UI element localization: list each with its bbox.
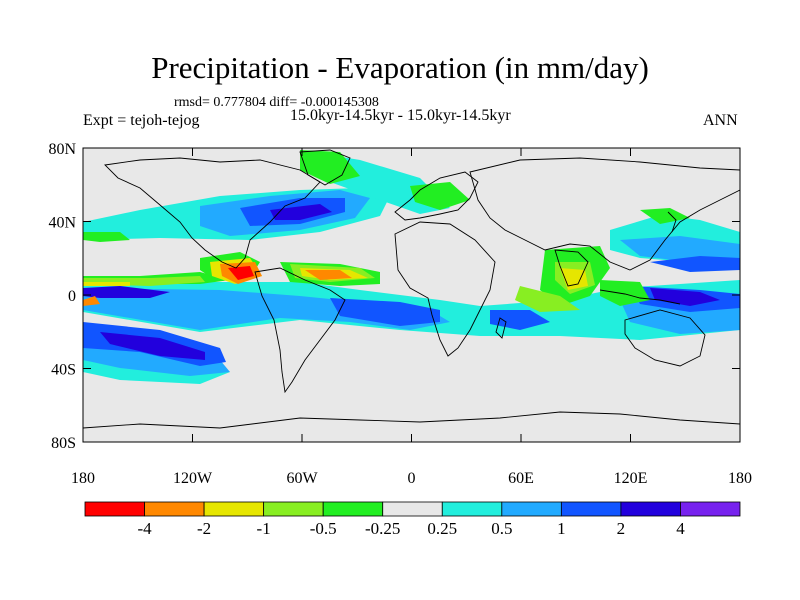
colorbar-swatch	[620, 501, 681, 517]
lat-tick-label: 40S	[51, 362, 76, 379]
experiment-label: Expt = tejoh-tejog	[83, 112, 200, 129]
latitude-axis: 80N 40N 0 40S 80S	[48, 141, 740, 452]
coastlines	[83, 149, 740, 429]
contour-fields	[83, 150, 740, 384]
stats-label: rmsd= 0.777804 diff= -0.000145308	[174, 95, 379, 110]
colorbar-swatch	[144, 501, 205, 517]
lon-tick-label: 120E	[614, 470, 648, 487]
lat-tick-label: 80S	[51, 435, 76, 452]
colorbar-label: 0.5	[491, 519, 512, 538]
colorbar-label: 0.25	[427, 519, 457, 538]
longitude-axis: 180 120W 60W 0 60E 120E 180	[71, 148, 752, 487]
lon-tick-label: 120W	[173, 470, 213, 487]
colorbar-label: -2	[197, 519, 211, 538]
colorbar-label: -0.25	[365, 519, 400, 538]
colorbar-label: -4	[137, 519, 152, 538]
colorbar-swatch	[84, 501, 145, 517]
colorbar-swatch	[441, 501, 503, 517]
lon-tick-label: 180	[71, 470, 95, 487]
map-plot-area	[83, 148, 740, 442]
lat-tick-label: 80N	[48, 141, 76, 158]
period-label: 15.0kyr-14.5kyr - 15.0kyr-14.5kyr	[290, 107, 511, 124]
colorbar-label: -0.5	[310, 519, 337, 538]
lon-tick-label: 0	[408, 470, 416, 487]
lat-tick-label: 40N	[48, 215, 76, 232]
colorbar-label: -1	[257, 519, 271, 538]
colorbar-swatch	[263, 501, 324, 517]
season-label: ANN	[703, 112, 738, 129]
lon-tick-label: 180	[728, 470, 752, 487]
colorbar-swatch	[680, 501, 741, 517]
colorbar-swatch	[560, 501, 622, 517]
lon-tick-label: 60W	[286, 470, 318, 487]
lat-tick-label: 0	[68, 288, 76, 305]
colorbar-label: 2	[617, 519, 626, 538]
colorbar-label: 1	[557, 519, 566, 538]
colorbar-label: 4	[676, 519, 685, 538]
colorbar-swatch	[382, 501, 443, 517]
colorbar-swatch	[322, 501, 384, 517]
colorbar-swatch	[501, 501, 562, 517]
lon-tick-label: 60E	[508, 470, 534, 487]
colorbar: -4 -2 -1 -0.5 -0.25 0.25 0.5 1 2 4	[84, 501, 741, 538]
chart-title: Precipitation - Evaporation (in mm/day)	[151, 50, 649, 85]
colorbar-swatch	[203, 501, 265, 517]
